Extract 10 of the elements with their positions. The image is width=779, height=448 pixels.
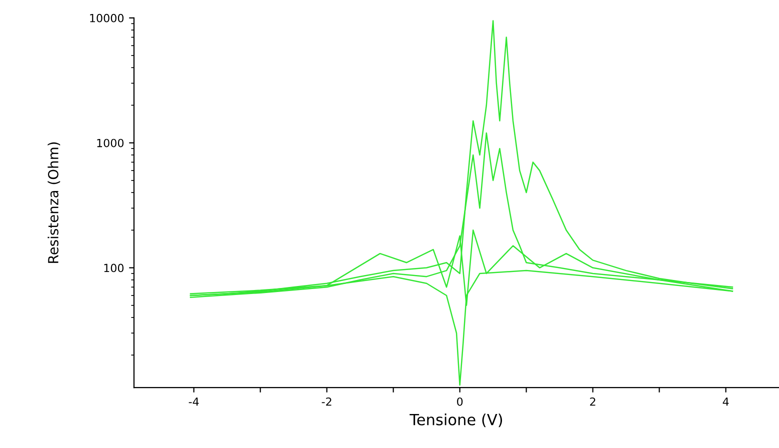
y-tick-label: 10000: [90, 14, 124, 22]
y-tick-label: 100: [104, 264, 124, 272]
x-axis-title: Tensione (V): [410, 414, 502, 428]
y-tick-label: 1000: [97, 138, 124, 148]
y-axis-title: Resistenza (Ohm): [48, 142, 60, 263]
x-tick-label: 0: [457, 397, 463, 406]
x-tick-label: 4: [722, 398, 729, 406]
x-tick-label: -4: [188, 398, 199, 406]
x-tick-label: -2: [322, 397, 332, 406]
x-tick-label: 2: [590, 397, 596, 406]
